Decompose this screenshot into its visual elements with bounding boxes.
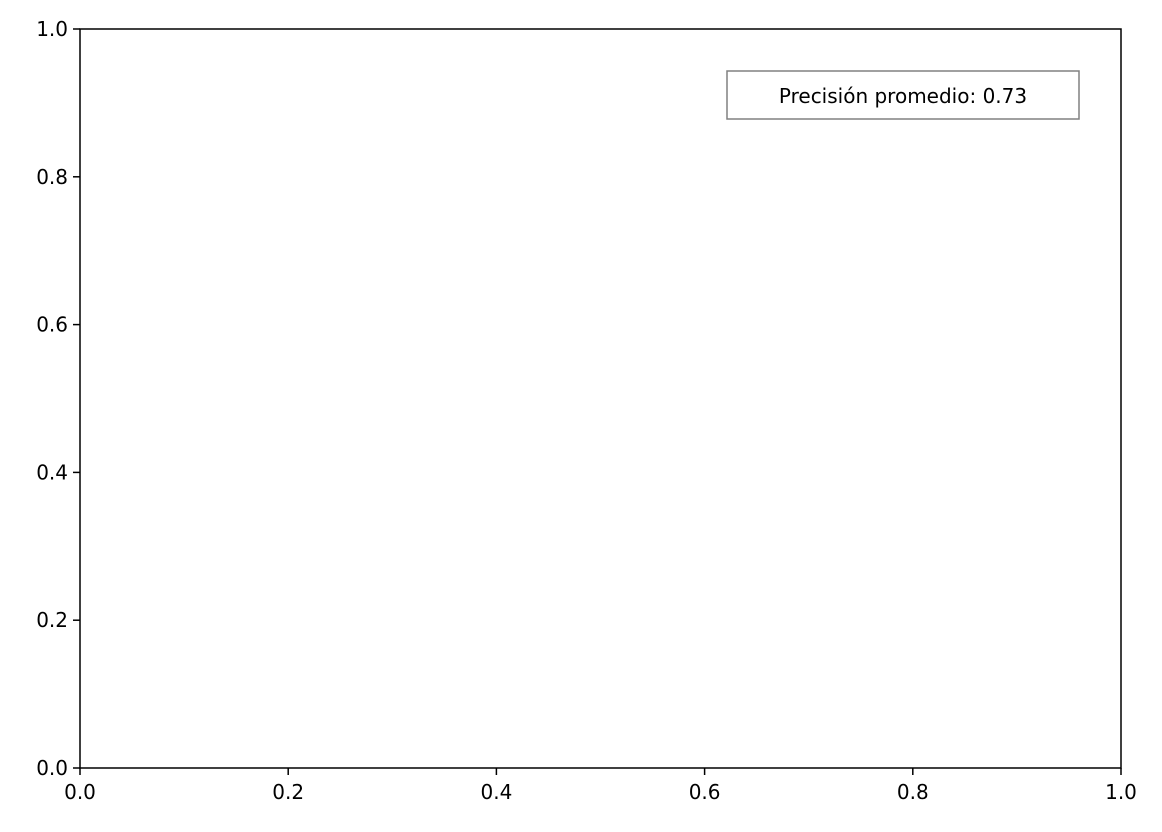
axes-frame: [79, 28, 1122, 769]
x-tick-label: 0.2: [272, 780, 304, 804]
y-tick-label: 0.4: [36, 460, 68, 484]
x-tick-label: 0.6: [689, 780, 721, 804]
y-tick-label: 1.0: [36, 17, 68, 41]
x-axis: 0.0 0.2 0.4 0.6 0.8 1.0: [64, 768, 1137, 804]
x-tick-label: 1.0: [1105, 780, 1137, 804]
y-tick-label: 0.6: [36, 313, 68, 337]
annotation-box: Precisión promedio: 0.73: [726, 70, 1080, 120]
x-tick-label: 0.0: [64, 780, 96, 804]
x-tick-label: 0.4: [480, 780, 512, 804]
y-tick-label: 0.0: [36, 756, 68, 780]
y-tick-label: 0.8: [36, 165, 68, 189]
y-tick-label: 0.2: [36, 608, 68, 632]
x-tick-label: 0.8: [897, 780, 929, 804]
plot-area: 0.0 0.2 0.4 0.6 0.8 1.0 0.0 0.2 0.4 0.6 0.8 1.0 Pr…: [36, 17, 1137, 804]
annotation-text: Precisión promedio: 0.73: [779, 84, 1027, 108]
annotation-frame: [726, 70, 1080, 120]
y-axis: 0.0 0.2 0.4 0.6 0.8 1.0: [36, 17, 80, 780]
